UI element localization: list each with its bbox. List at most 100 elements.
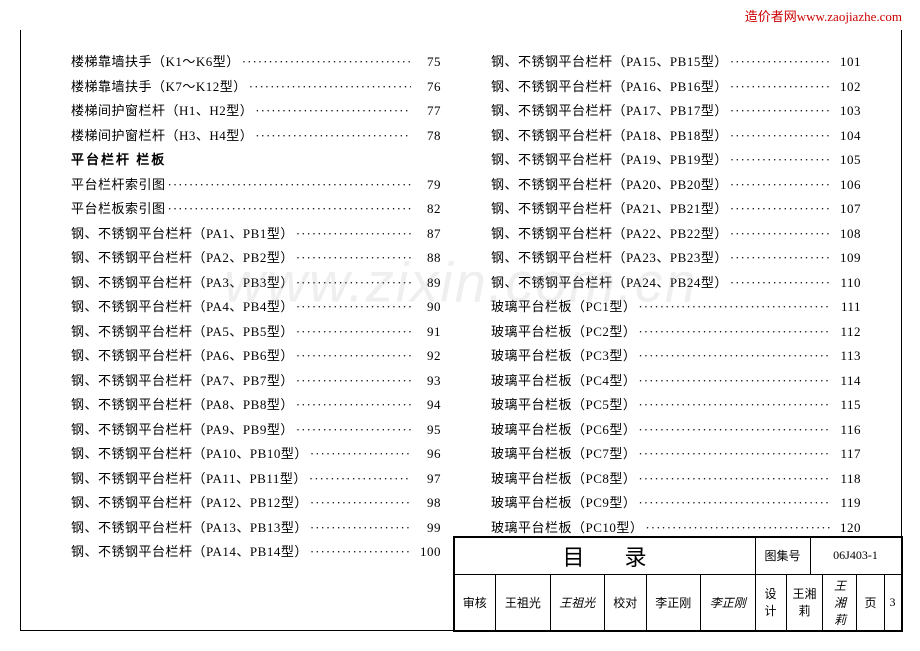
toc-leader-dots: ········································…	[249, 75, 411, 100]
checker-signature: 李正刚	[701, 574, 755, 630]
toc-page-number: 114	[833, 369, 861, 394]
toc-entry: 钢、不锈钢平台栏杆（PA20、PB20型）···················…	[491, 173, 861, 198]
toc-entry: 钢、不锈钢平台栏杆（PA9、PB9型）·····················…	[71, 418, 441, 443]
toc-page-number: 108	[833, 222, 861, 247]
toc-page-number: 115	[833, 393, 861, 418]
toc-entry: 钢、不锈钢平台栏杆（PA23、PB23型）···················…	[491, 246, 861, 271]
toc-columns: 楼梯靠墙扶手（K1～K6型）··························…	[21, 30, 901, 565]
toc-page-number: 92	[413, 344, 441, 369]
toc-leader-dots: ········································…	[296, 320, 411, 345]
toc-label: 楼梯靠墙扶手（K7～K12型）	[71, 75, 247, 100]
toc-label: 钢、不锈钢平台栏杆（PA1、PB1型）	[71, 222, 294, 247]
toc-entry: 钢、不锈钢平台栏杆（PA4、PB4型）·····················…	[71, 295, 441, 320]
toc-entry: 玻璃平台栏板（PC2型）····························…	[491, 320, 861, 345]
toc-label: 平台栏杆索引图	[71, 173, 166, 198]
toc-label: 钢、不锈钢平台栏杆（PA12、PB12型）	[71, 491, 308, 516]
atlas-no: 06J403-1	[810, 537, 901, 574]
toc-leader-dots: ········································…	[730, 99, 831, 124]
toc-leader-dots: ········································…	[730, 124, 831, 149]
watermark-top: 造价者网www.zaojiazhe.com	[745, 6, 902, 25]
toc-entry: 楼梯间护窗栏杆（H3、H4型）·························…	[71, 124, 441, 149]
right-column: 钢、不锈钢平台栏杆（PA15、PB15型）···················…	[491, 50, 861, 565]
toc-label: 楼梯间护窗栏杆（H1、H2型）	[71, 99, 253, 124]
toc-page-number: 111	[833, 295, 861, 320]
toc-page-number: 75	[413, 50, 441, 75]
toc-entry: 玻璃平台栏板（PC8型）····························…	[491, 467, 861, 492]
toc-page-number: 99	[413, 516, 441, 541]
toc-entry: 平台栏杆索引图·································…	[71, 173, 441, 198]
toc-label: 钢、不锈钢平台栏杆（PA8、PB8型）	[71, 393, 294, 418]
toc-page-number: 116	[833, 418, 861, 443]
toc-leader-dots: ········································…	[309, 467, 411, 492]
toc-entry: 钢、不锈钢平台栏杆（PA5、PB5型）·····················…	[71, 320, 441, 345]
toc-page-number: 119	[833, 491, 861, 516]
check-label: 校对	[604, 574, 646, 630]
toc-page-number: 76	[413, 75, 441, 100]
toc-label: 钢、不锈钢平台栏杆（PA2、PB2型）	[71, 246, 294, 271]
toc-entry: 钢、不锈钢平台栏杆（PA12、PB12型）···················…	[71, 491, 441, 516]
toc-leader-dots: ········································…	[310, 516, 411, 541]
toc-label: 钢、不锈钢平台栏杆（PA11、PB11型）	[71, 467, 307, 492]
toc-label: 玻璃平台栏板（PC9型）	[491, 491, 636, 516]
toc-page-number: 106	[833, 173, 861, 198]
toc-label: 玻璃平台栏板（PC7型）	[491, 442, 636, 467]
page-number: 3	[884, 575, 901, 630]
toc-label: 楼梯间护窗栏杆（H3、H4型）	[71, 124, 253, 149]
toc-leader-dots: ········································…	[310, 491, 411, 516]
toc-leader-dots: ········································…	[255, 99, 411, 124]
toc-label: 钢、不锈钢平台栏杆（PA22、PB22型）	[491, 222, 728, 247]
toc-label: 玻璃平台栏板（PC2型）	[491, 320, 636, 345]
toc-page-number: 105	[833, 148, 861, 173]
toc-label: 钢、不锈钢平台栏杆（PA18、PB18型）	[491, 124, 728, 149]
toc-entry: 钢、不锈钢平台栏杆（PA3、PB3型）·····················…	[71, 271, 441, 296]
toc-label: 玻璃平台栏板（PC4型）	[491, 369, 636, 394]
toc-leader-dots: ········································…	[638, 393, 831, 418]
toc-page-number: 117	[833, 442, 861, 467]
designer: 王湘莉	[786, 575, 823, 630]
review-label: 审核	[454, 574, 496, 630]
toc-label: 钢、不锈钢平台栏杆（PA7、PB7型）	[71, 369, 294, 394]
toc-page-number: 89	[413, 271, 441, 296]
left-column: 楼梯靠墙扶手（K1～K6型）··························…	[71, 50, 441, 565]
designer-signature: 王湘莉	[823, 575, 857, 630]
toc-label: 玻璃平台栏板（PC1型）	[491, 295, 636, 320]
toc-label: 玻璃平台栏板（PC6型）	[491, 418, 636, 443]
title-block: 目录 图集号 06J403-1 审核 王祖光 王祖光 校对 李正刚 李正刚 设计…	[453, 536, 903, 632]
toc-page-number: 113	[833, 344, 861, 369]
toc-page-number: 102	[833, 75, 861, 100]
doc-title: 目录	[454, 537, 755, 574]
toc-entry: 钢、不锈钢平台栏杆（PA6、PB6型）·····················…	[71, 344, 441, 369]
toc-page-number: 79	[413, 173, 441, 198]
toc-entry: 平台栏板索引图·································…	[71, 197, 441, 222]
toc-page-number: 103	[833, 99, 861, 124]
toc-leader-dots: ········································…	[310, 442, 411, 467]
checker: 李正刚	[646, 574, 700, 630]
toc-entry: 钢、不锈钢平台栏杆（PA10、PB10型）···················…	[71, 442, 441, 467]
toc-label: 钢、不锈钢平台栏杆（PA3、PB3型）	[71, 271, 294, 296]
toc-leader-dots: ········································…	[310, 540, 411, 565]
toc-entry: 玻璃平台栏板（PC6型）····························…	[491, 418, 861, 443]
toc-entry: 钢、不锈钢平台栏杆（PA2、PB2型）·····················…	[71, 246, 441, 271]
toc-leader-dots: ········································…	[638, 369, 831, 394]
toc-leader-dots: ········································…	[730, 197, 831, 222]
toc-label: 玻璃平台栏板（PC3型）	[491, 344, 636, 369]
toc-label: 钢、不锈钢平台栏杆（PA5、PB5型）	[71, 320, 294, 345]
toc-leader-dots: ········································…	[730, 246, 831, 271]
reviewer-signature: 王祖光	[550, 574, 604, 630]
toc-leader-dots: ········································…	[296, 271, 411, 296]
toc-entry: 玻璃平台栏板（PC3型）····························…	[491, 344, 861, 369]
toc-leader-dots: ········································…	[296, 418, 411, 443]
design-label: 设计	[756, 575, 787, 630]
toc-label: 钢、不锈钢平台栏杆（PA9、PB9型）	[71, 418, 294, 443]
toc-label: 钢、不锈钢平台栏杆（PA4、PB4型）	[71, 295, 294, 320]
toc-leader-dots: ········································…	[638, 295, 831, 320]
toc-leader-dots: ········································…	[730, 50, 831, 75]
toc-entry: 钢、不锈钢平台栏杆（PA24、PB24型）···················…	[491, 271, 861, 296]
toc-leader-dots: ········································…	[730, 271, 831, 296]
toc-page-number: 78	[413, 124, 441, 149]
toc-entry: 钢、不锈钢平台栏杆（PA7、PB7型）·····················…	[71, 369, 441, 394]
toc-leader-dots: ········································…	[638, 320, 831, 345]
toc-leader-dots: ········································…	[296, 246, 411, 271]
toc-leader-dots: ········································…	[296, 295, 411, 320]
toc-page-number: 95	[413, 418, 441, 443]
